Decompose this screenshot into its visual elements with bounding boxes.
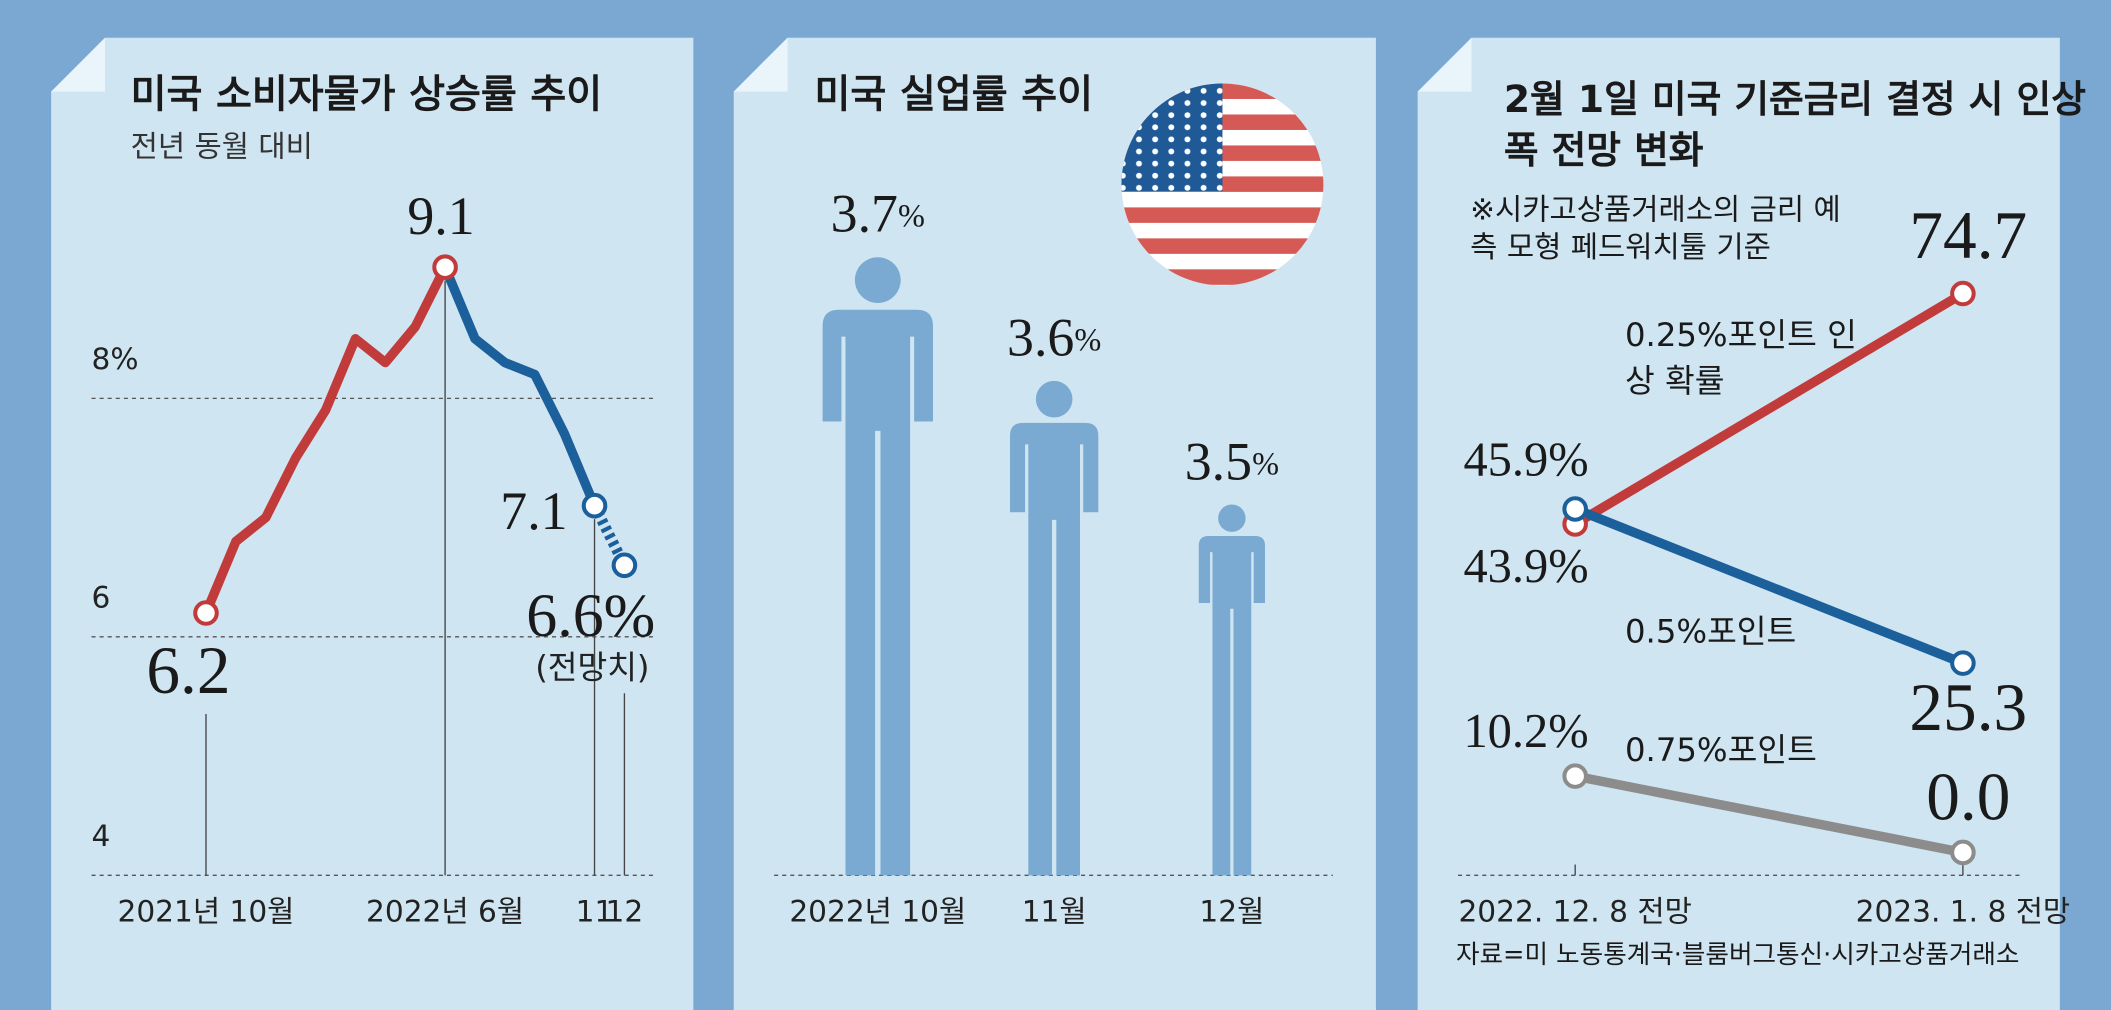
chart-subtitle: 전년 동월 대비 — [131, 130, 313, 164]
value-label: 25.3 — [1909, 670, 2027, 745]
data-point — [581, 492, 608, 519]
x-tick-label: 2021년 10월 — [118, 895, 295, 929]
y-tick-label: 4 — [92, 819, 111, 853]
panel-fold — [1417, 37, 1472, 92]
panel-fold — [51, 37, 106, 92]
panel — [51, 37, 694, 1010]
data-line — [440, 265, 599, 508]
series-label: 0.25%포인트 인상 확률 — [1624, 316, 1857, 400]
series-label: 0.5%포인트 — [1624, 612, 1797, 651]
data-point — [1950, 280, 1976, 307]
data-line — [201, 265, 450, 615]
series-label-box: 0.75%포인트 — [1624, 731, 1817, 769]
y-tick-label: 6 — [92, 581, 111, 615]
flag-stripe — [1121, 238, 1324, 254]
x-tick-label: 2023. 1. 8 전망 — [1856, 895, 2071, 929]
us-flag — [1121, 83, 1324, 286]
value-label: 6.2 — [146, 633, 230, 708]
chart-title: 미국 실업률 추이 — [815, 72, 1094, 117]
x-tick-label: 12 — [606, 895, 644, 929]
value-label: 74.7 — [1909, 198, 2027, 273]
x-tick-label: 11 — [576, 895, 614, 929]
x-tick-label: 2022. 12. 8 전망 — [1458, 895, 1691, 929]
value-label: 0.0 — [1926, 759, 2010, 834]
x-tick-label: 12월 — [1199, 895, 1264, 929]
value-number: 3.7 — [831, 184, 898, 244]
value-number: 3.5 — [1185, 432, 1252, 492]
panel-fold — [733, 37, 788, 92]
person-figure — [1009, 380, 1099, 876]
series-label-box: 0.25%포인트 인상 확률 — [1624, 316, 1857, 400]
person-figure — [1198, 504, 1265, 876]
series-label-box: 0.5%포인트 — [1624, 612, 1797, 651]
chart-note-box: ※시카고상품거래소의 금리 예측 모형 페드워치툴 기준 — [1470, 193, 1841, 266]
x-tick-label: 2022년 6월 — [366, 895, 524, 929]
value-label: 7.1 — [500, 481, 567, 541]
data-point — [193, 600, 219, 626]
data-point — [1950, 650, 1976, 676]
data-line — [1572, 289, 1966, 529]
data-point — [1562, 763, 1588, 789]
value-number: 3.6 — [1007, 308, 1074, 368]
value-label: 3.5% — [1185, 432, 1279, 492]
chart-title: 미국 소비자물가 상승률 추이 — [131, 72, 603, 117]
value-label: 3.7% — [831, 184, 925, 244]
value-label: 43.9% — [1463, 540, 1588, 593]
series-label: 0.75%포인트 — [1624, 731, 1817, 769]
flag-stripe — [1121, 207, 1324, 223]
data-point — [1562, 496, 1588, 522]
value-label: 9.1 — [407, 186, 474, 246]
value-label: 45.9% — [1463, 434, 1588, 487]
value-unit: % — [898, 198, 925, 234]
x-tick-label: 2022년 10월 — [789, 895, 966, 929]
chart-note: ※시카고상품거래소의 금리 예측 모형 페드워치툴 기준 — [1470, 193, 1841, 266]
data-line — [1573, 504, 1965, 668]
value-label: 3.6% — [1007, 308, 1101, 368]
data-line — [1574, 771, 1964, 858]
annotation: (전망치) — [535, 648, 649, 686]
y-tick-label: 8% — [92, 342, 139, 376]
data-point — [432, 254, 458, 280]
data-point — [1950, 839, 1976, 866]
source-note: 자료=미 노동통계국·블룸버그통신·시카고상품거래소 — [1456, 940, 2019, 970]
value-label: 10.2% — [1463, 705, 1588, 758]
x-tick-label: 11월 — [1022, 895, 1087, 929]
data-point — [611, 552, 638, 579]
value-label: 6.6% — [526, 582, 655, 650]
chart-title-box: 2월 1일 미국 기준금리 결정 시 인상 폭 전망 변화 — [1503, 76, 2086, 173]
value-unit: % — [1074, 322, 1101, 358]
person-figure — [822, 257, 933, 876]
chart-title: 2월 1일 미국 기준금리 결정 시 인상 폭 전망 변화 — [1503, 76, 2086, 173]
value-unit: % — [1252, 446, 1279, 482]
